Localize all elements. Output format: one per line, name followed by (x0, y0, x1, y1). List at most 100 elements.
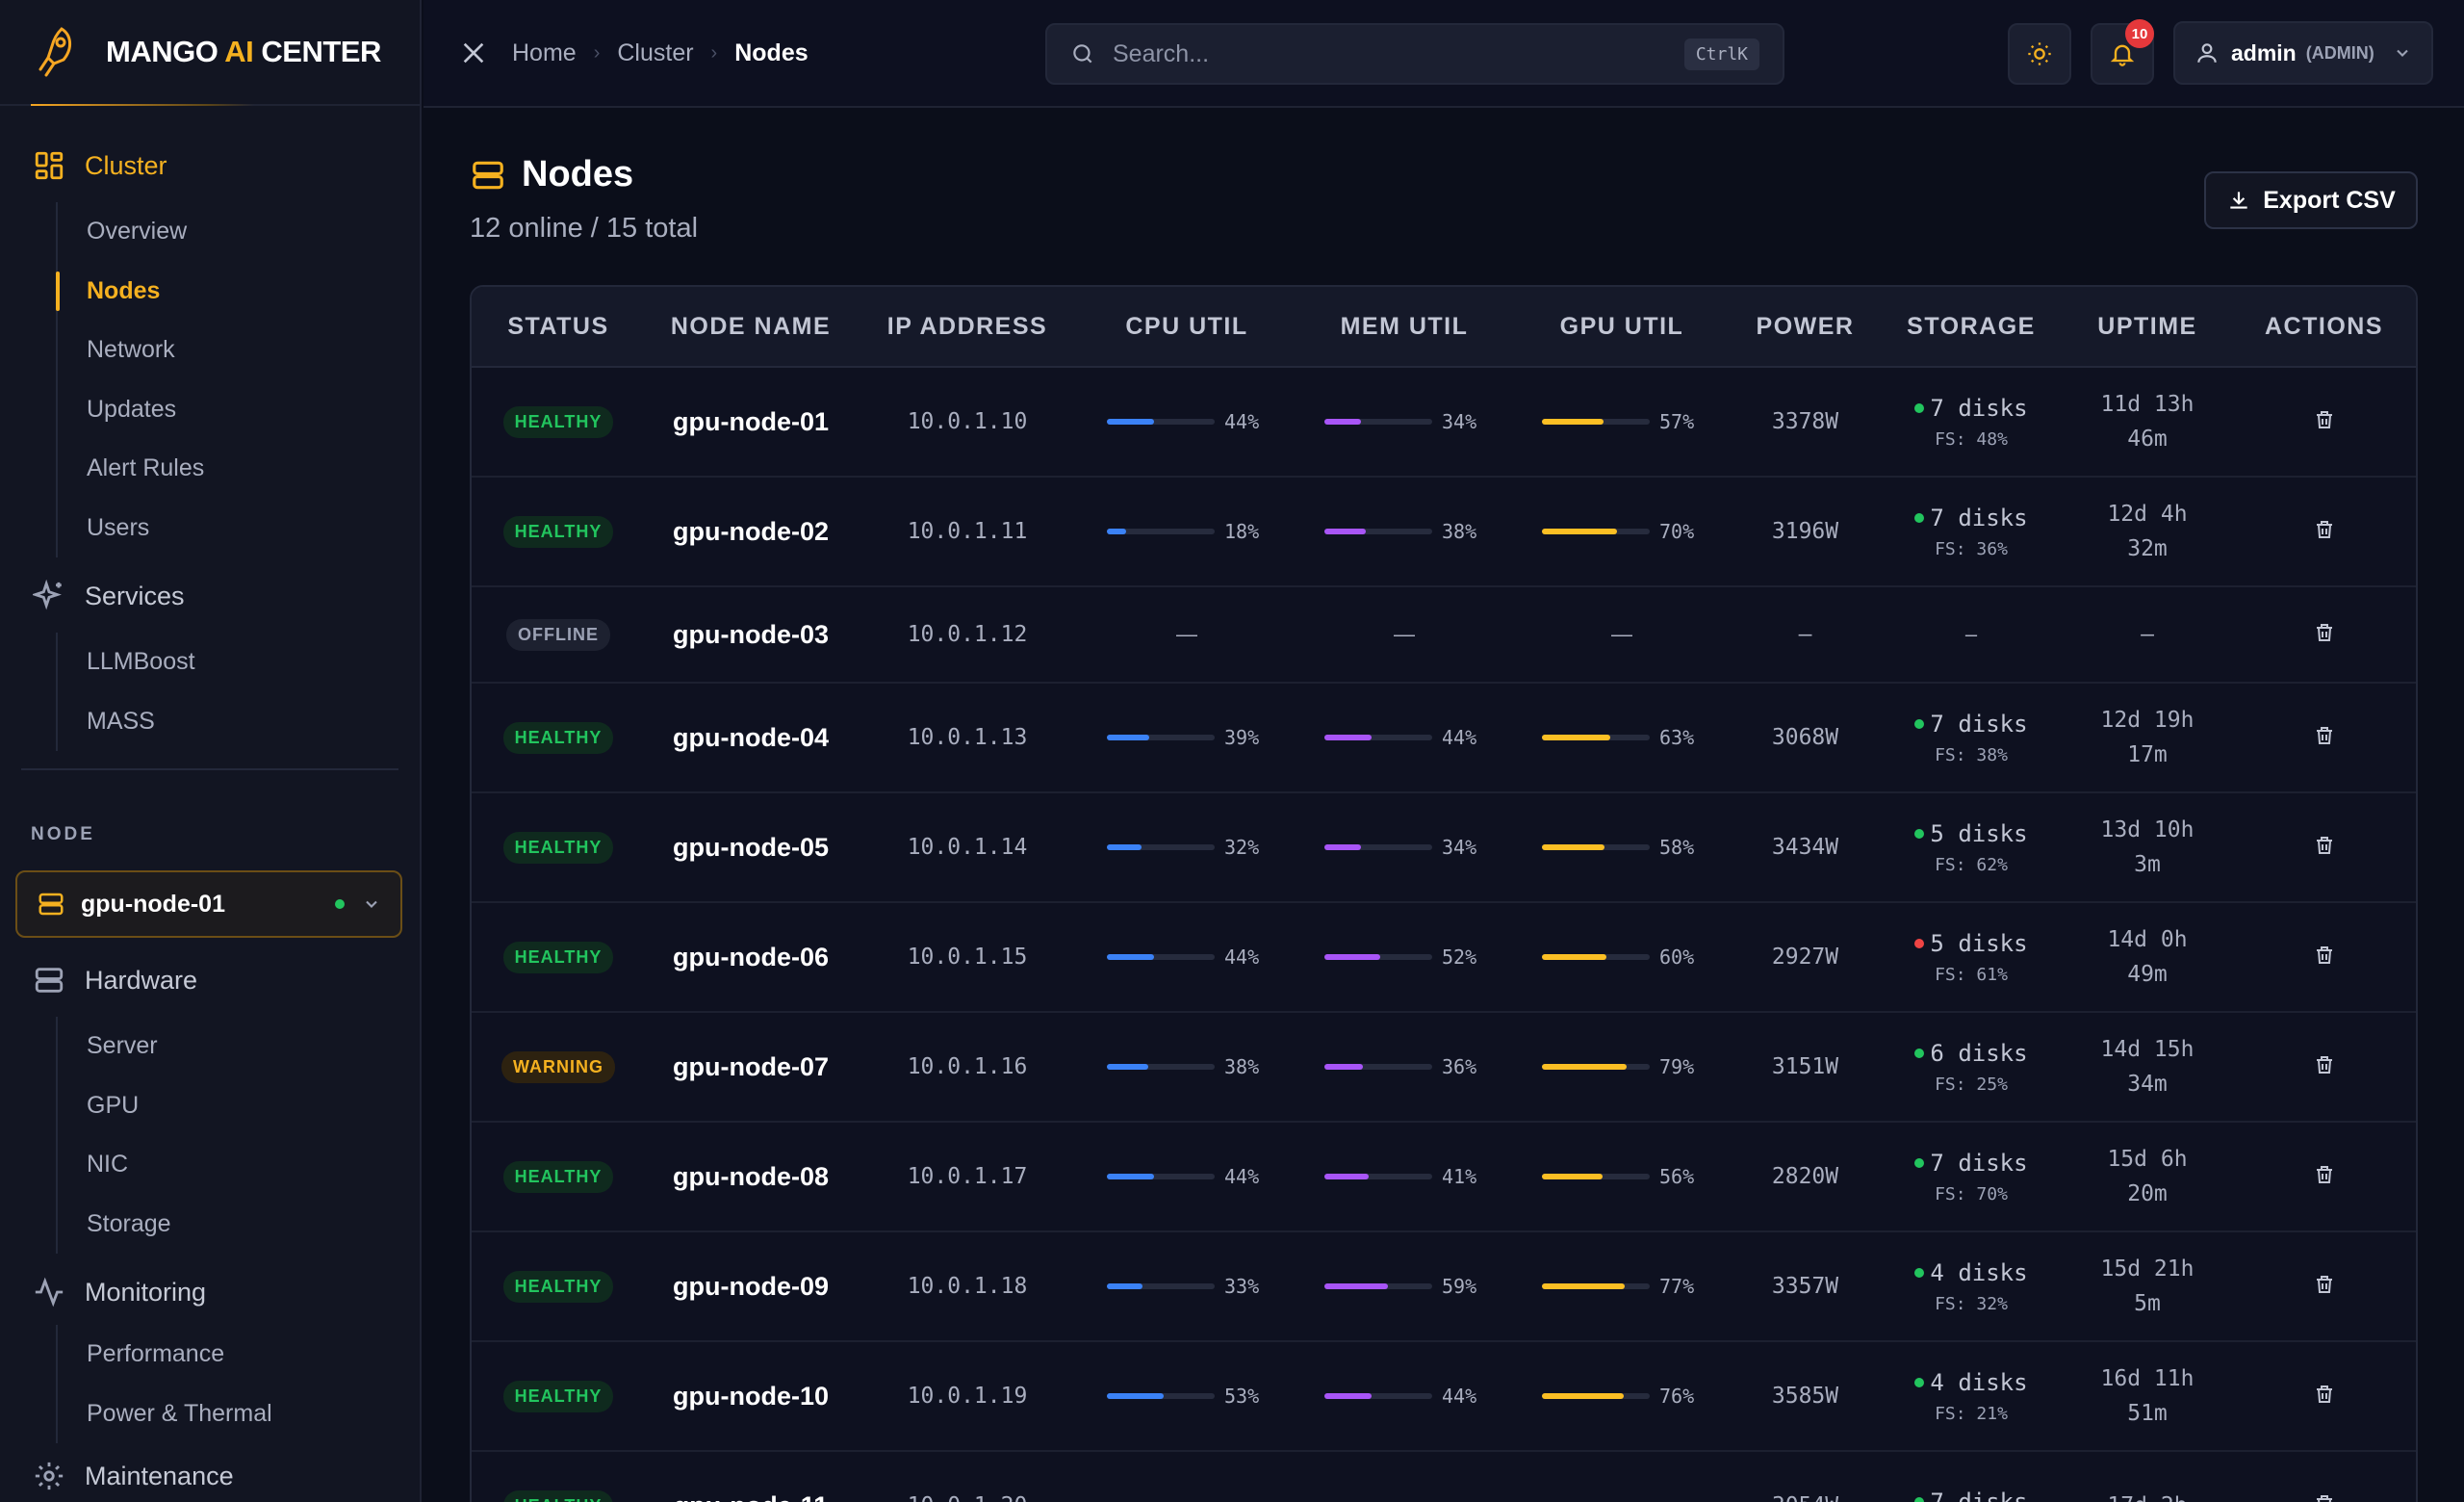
breadcrumb-cluster[interactable]: Cluster (617, 39, 694, 66)
nav-group-label: Services (85, 581, 185, 610)
column-header[interactable]: UPTIME (2097, 312, 2197, 340)
disk-count: 7 disks (1930, 1489, 2028, 1502)
uptime-value: 15d 6h 20m (2107, 1147, 2188, 1206)
node-name-link[interactable]: gpu-node-05 (673, 832, 829, 862)
node-name-link[interactable]: gpu-node-01 (673, 406, 829, 436)
nav-group-services[interactable]: Services (0, 567, 420, 625)
column-header[interactable]: CPU UTIL (1125, 312, 1248, 340)
table-row[interactable]: HEALTHY gpu-node-11 10.0.1.20 3054W 7 di… (472, 1452, 2416, 1502)
table-row[interactable]: HEALTHY gpu-node-06 10.0.1.15 44% 52% 60… (472, 903, 2416, 1013)
node-name-link[interactable]: gpu-node-03 (673, 619, 829, 649)
delete-node-button[interactable] (2313, 944, 2336, 971)
table-row[interactable]: OFFLINE gpu-node-03 10.0.1.12 — — — – – … (472, 587, 2416, 684)
status-badge: HEALTHY (502, 515, 614, 548)
trash-icon (2316, 726, 2332, 744)
page-header: Nodes 12 online / 15 total (470, 154, 698, 245)
delete-node-button[interactable] (2313, 518, 2336, 546)
column-header[interactable]: POWER (1756, 312, 1855, 340)
search-icon (1073, 44, 1092, 64)
gpu-util-bar (1542, 529, 1650, 534)
close-icon[interactable] (458, 38, 489, 68)
nav-group-maintenance[interactable]: Maintenance (0, 1447, 420, 1502)
theme-toggle-button[interactable] (2008, 23, 2071, 85)
delete-node-button[interactable] (2313, 1383, 2336, 1411)
nav-group-monitoring[interactable]: Monitoring (0, 1263, 420, 1321)
cpu-util-bar (1107, 1393, 1215, 1399)
sidebar-item-nic[interactable]: NIC (87, 1151, 129, 1178)
column-header[interactable]: STATUS (507, 312, 609, 340)
status-badge: HEALTHY (502, 831, 614, 864)
table-row[interactable]: HEALTHY gpu-node-10 10.0.1.19 53% 44% 76… (472, 1342, 2416, 1452)
table-row[interactable]: HEALTHY gpu-node-05 10.0.1.14 32% 34% 58… (472, 793, 2416, 903)
table-row[interactable]: HEALTHY gpu-node-02 10.0.1.11 18% 38% 70… (472, 478, 2416, 587)
sidebar-item-users[interactable]: Users (87, 513, 150, 541)
sidebar-item-mass[interactable]: MASS (87, 707, 155, 735)
gpu-util-fill (1542, 735, 1610, 740)
sidebar-item-network[interactable]: Network (87, 336, 175, 364)
status-badge: OFFLINE (506, 618, 610, 651)
node-name-link[interactable]: gpu-node-11 (674, 1491, 829, 1502)
nav-group-label: Hardware (85, 965, 198, 995)
uptime-value: 14d 0h 49m (2107, 927, 2188, 987)
sidebar-item-llmboost[interactable]: LLMBoost (87, 648, 195, 676)
status-badge: WARNING (501, 1050, 615, 1083)
delete-node-button[interactable] (2313, 1053, 2336, 1081)
sidebar-item-performance[interactable]: Performance (87, 1340, 225, 1368)
mem-util-bar (1324, 735, 1432, 740)
sidebar-item-nodes[interactable]: Nodes (56, 262, 420, 322)
notifications-button[interactable]: 10 (2091, 19, 2154, 85)
column-header[interactable]: MEM UTIL (1340, 312, 1469, 340)
sidebar-item-alert-rules[interactable]: Alert Rules (87, 454, 205, 482)
table-row[interactable]: WARNING gpu-node-07 10.0.1.16 38% 36% 79… (472, 1013, 2416, 1123)
brand-name: MANGO AI CENTER (106, 35, 381, 68)
table-row[interactable]: HEALTHY gpu-node-01 10.0.1.10 44% 34% 57… (472, 368, 2416, 478)
node-select-dropdown[interactable]: gpu-node-01 (15, 870, 402, 938)
column-header[interactable]: STORAGE (1907, 312, 2036, 340)
column-header[interactable]: IP ADDRESS (886, 312, 1048, 340)
sidebar-item-gpu[interactable]: GPU (87, 1091, 140, 1119)
mem-util-fill (1324, 1064, 1364, 1070)
node-name-link[interactable]: gpu-node-07 (673, 1051, 829, 1081)
export-csv-button[interactable]: Export CSV (2204, 171, 2418, 229)
sidebar-item-server[interactable]: Server (87, 1032, 158, 1060)
ip-address: 10.0.1.14 (907, 835, 1028, 860)
delete-node-button[interactable] (2313, 724, 2336, 752)
search-input[interactable]: Search... CtrlK (1045, 23, 1784, 85)
mem-util-bar (1324, 1064, 1432, 1070)
node-name-link[interactable]: gpu-node-08 (673, 1161, 829, 1191)
breadcrumb-home[interactable]: Home (512, 39, 577, 66)
nav-group-cluster[interactable]: Cluster (0, 137, 420, 194)
delete-node-button[interactable] (2313, 1492, 2336, 1502)
cpu-util-fill (1107, 844, 1142, 850)
uptime-value: 15d 21h 5m (2100, 1256, 2194, 1316)
brand[interactable]: MANGO AI CENTER (0, 0, 420, 106)
column-header[interactable]: GPU UTIL (1559, 312, 1684, 340)
delete-node-button[interactable] (2313, 408, 2336, 436)
delete-node-button[interactable] (2313, 1163, 2336, 1191)
node-name-link[interactable]: gpu-node-06 (673, 942, 829, 971)
sidebar-item-updates[interactable]: Updates (87, 395, 177, 423)
node-name-link[interactable]: gpu-node-02 (673, 516, 829, 546)
sidebar-item-overview[interactable]: Overview (87, 218, 188, 246)
delete-node-button[interactable] (2313, 834, 2336, 862)
table-row[interactable]: HEALTHY gpu-node-08 10.0.1.17 44% 41% 56… (472, 1123, 2416, 1232)
node-name-link[interactable]: gpu-node-10 (673, 1381, 829, 1411)
services-submenu: LLMBoost MASS (56, 633, 420, 751)
filesystem-usage: FS: 61% (1935, 964, 2008, 985)
node-name-link[interactable]: gpu-node-04 (673, 722, 829, 752)
table-row[interactable]: HEALTHY gpu-node-09 10.0.1.18 33% 59% 77… (472, 1232, 2416, 1342)
column-header[interactable]: NODE NAME (670, 312, 832, 340)
user-menu-button[interactable]: admin (ADMIN) (2173, 21, 2433, 85)
table-header: STATUS NODE NAME IP ADDRESS CPU UTIL MEM… (472, 287, 2416, 368)
node-name-link[interactable]: gpu-node-09 (673, 1271, 829, 1301)
cpu-util-value: 53% (1224, 1385, 1260, 1408)
delete-node-button[interactable] (2313, 621, 2336, 649)
cpu-util-value: 39% (1224, 726, 1260, 749)
nav-group-hardware[interactable]: Hardware (0, 951, 420, 1009)
sidebar-item-storage[interactable]: Storage (87, 1209, 171, 1237)
gpu-util-bar (1542, 954, 1650, 960)
page-title-text: Nodes (522, 154, 634, 194)
table-row[interactable]: HEALTHY gpu-node-04 10.0.1.13 39% 44% 63… (472, 684, 2416, 793)
sidebar-item-power-thermal[interactable]: Power & Thermal (87, 1399, 272, 1427)
delete-node-button[interactable] (2313, 1273, 2336, 1301)
